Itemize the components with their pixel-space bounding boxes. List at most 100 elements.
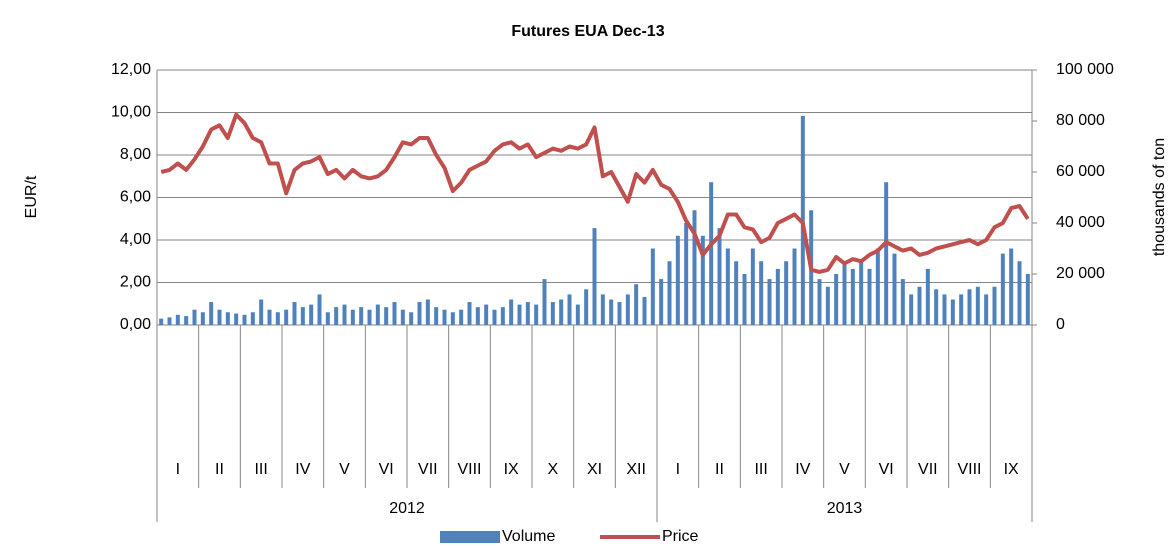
volume-bar (959, 294, 964, 325)
volume-bar (525, 302, 530, 325)
volume-bar (259, 299, 264, 325)
x-tick-label: VI (379, 461, 394, 478)
x-tick-label: II (715, 461, 724, 478)
x-tick-label: III (754, 461, 767, 478)
volume-bar (1025, 274, 1030, 325)
x-tick-label: II (215, 461, 224, 478)
volume-bar (309, 304, 314, 325)
volume-bar (709, 182, 714, 325)
volume-bar (434, 307, 439, 325)
volume-bar (1000, 253, 1005, 325)
volume-bar (609, 299, 614, 325)
volume-bar (667, 261, 672, 325)
x-tick-label: VIII (957, 461, 981, 478)
volume-bar (375, 304, 380, 325)
volume-bar (509, 299, 514, 325)
volume-bar (350, 309, 355, 325)
volume-bar (734, 261, 739, 325)
volume-bar (359, 307, 364, 325)
volume-bar (717, 228, 722, 325)
volume-bar (409, 312, 414, 325)
volume-bar (550, 302, 555, 325)
volume-bar (250, 312, 255, 325)
y-tick-label: 8,00 (120, 146, 151, 163)
x-tick-label: IV (295, 461, 310, 478)
volume-bar (692, 210, 697, 325)
volume-bar (1009, 248, 1014, 325)
volume-bar (334, 307, 339, 325)
volume-bar (392, 302, 397, 325)
volume-bar (792, 248, 797, 325)
volume-bar (600, 294, 605, 325)
volume-bar (417, 302, 422, 325)
volume-bar (742, 274, 747, 325)
volume-bar (617, 302, 622, 325)
volume-bar (650, 248, 655, 325)
volume-bar (967, 289, 972, 325)
volume-bar (917, 286, 922, 325)
volume-bar (625, 294, 630, 325)
volume-bar (292, 302, 297, 325)
volume-bar (700, 235, 705, 325)
volume-bar (384, 307, 389, 325)
volume-bar (234, 313, 239, 325)
y-tick-label: 10,00 (111, 104, 151, 121)
volume-bar (167, 317, 172, 325)
volume-bar (217, 309, 222, 325)
volume-bar (875, 248, 880, 325)
volume-bar (634, 284, 639, 325)
volume-bar (767, 279, 772, 325)
volume-bar (192, 309, 197, 325)
legend-label: Volume (502, 528, 555, 545)
volume-bar (200, 312, 205, 325)
volume-bar (684, 223, 689, 325)
x-tick-label: XII (626, 461, 646, 478)
volume-bar (367, 309, 372, 325)
volume-bar (900, 279, 905, 325)
volume-bar (925, 268, 930, 325)
y2-tick-label: 0 (1056, 316, 1065, 333)
volume-bar (884, 182, 889, 325)
x-tick-label: VII (918, 461, 938, 478)
volume-bar (759, 261, 764, 325)
y-tick-label: 0,00 (120, 316, 151, 333)
volume-bar (467, 302, 472, 325)
legend-swatch (440, 531, 500, 543)
volume-bar (775, 268, 780, 325)
volume-bar (300, 307, 305, 325)
volume-bar (275, 312, 280, 325)
volume-bar (342, 304, 347, 325)
x-tick-label: VI (879, 461, 894, 478)
volume-bar (950, 299, 955, 325)
volume-bar (934, 289, 939, 325)
volume-bar (750, 248, 755, 325)
y2-tick-label: 20 000 (1056, 265, 1105, 282)
x-group-label: 2013 (827, 500, 863, 517)
volume-bar (984, 294, 989, 325)
volume-bar (842, 261, 847, 325)
y-tick-label: 12,00 (111, 61, 151, 78)
volume-bar (834, 274, 839, 325)
volume-bar (242, 314, 247, 325)
volume-bar (867, 268, 872, 325)
volume-bar (659, 279, 664, 325)
y-tick-label: 6,00 (120, 189, 151, 206)
y2-axis-title: thousands of ton (1151, 138, 1168, 256)
volume-bar (317, 294, 322, 325)
x-tick-label: VIII (457, 461, 481, 478)
volume-bar (850, 268, 855, 325)
volume-bar (492, 309, 497, 325)
volume-bar (450, 312, 455, 325)
x-group-label: 2012 (389, 500, 425, 517)
x-tick-label: III (254, 461, 267, 478)
volume-bar (784, 261, 789, 325)
volume-bar (892, 253, 897, 325)
y2-tick-label: 80 000 (1056, 112, 1105, 129)
volume-bar (442, 309, 447, 325)
volume-bar (325, 312, 330, 325)
volume-bar (1017, 261, 1022, 325)
volume-bar (559, 299, 564, 325)
volume-bar (584, 289, 589, 325)
volume-bar (400, 309, 405, 325)
